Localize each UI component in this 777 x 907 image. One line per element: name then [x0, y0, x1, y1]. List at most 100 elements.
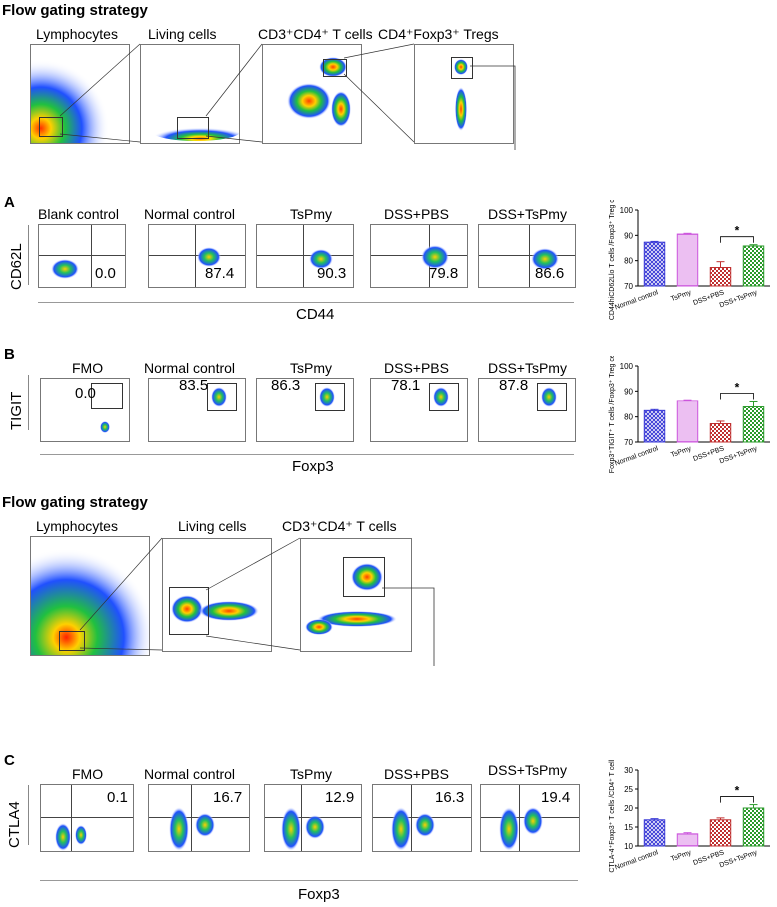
quadrant-line [41, 817, 133, 818]
density-cloud [171, 595, 259, 623]
significance-bracket [720, 796, 754, 803]
gate-box [537, 383, 567, 411]
axis-rule [28, 785, 29, 845]
panel-a-x-marker: CD44 [296, 306, 335, 323]
gate-box [343, 557, 385, 597]
quadrant-value: 19.4 [541, 789, 571, 806]
bar [643, 409, 666, 443]
panel-a-col-3-title: TsPmy [290, 206, 332, 222]
panel-c-plot-5: 19.4 [480, 784, 580, 852]
quadrant-line [303, 225, 304, 287]
category-label: TsPmy [670, 289, 693, 303]
panel-a-label: A [4, 194, 15, 211]
density-cloud [31, 537, 149, 655]
gate-box [59, 631, 85, 651]
quadrant-line [149, 255, 245, 256]
section2-title: Flow gating strategy [2, 494, 148, 511]
bar [709, 267, 732, 287]
significance-bracket [720, 236, 754, 243]
quadrant-value: 0.1 [107, 789, 128, 806]
gating-plot-tregs [414, 44, 514, 144]
quadrant-line [519, 785, 520, 851]
bar [709, 819, 732, 847]
panel-b-label: B [4, 346, 15, 363]
bar [709, 423, 732, 443]
section1-title: Flow gating strategy [2, 2, 148, 19]
panel-c-col-1-title: FMO [72, 766, 104, 782]
quadrant-line [191, 785, 192, 851]
y-tick-label: 15 [624, 823, 633, 832]
quadrant-value: 87.8 [499, 378, 529, 394]
panel-a-plot-1: 0.0 [38, 224, 126, 288]
y-tick-label: 90 [624, 387, 633, 396]
axis-rule [38, 302, 574, 303]
y-tick-label: 100 [620, 362, 634, 371]
category-label: DSS+TsPmy [719, 289, 759, 309]
quadrant-line [411, 785, 412, 851]
gate-box [315, 383, 345, 411]
density-cloud [433, 387, 449, 407]
panel-a-col-2-title: Normal control [144, 206, 236, 222]
bar [676, 233, 699, 287]
quadrant-line [195, 225, 196, 287]
panel-c-label: C [4, 752, 15, 769]
category-label: DSS+TsPmy [719, 849, 759, 869]
panel-b-plot-3: 86.3 [256, 378, 354, 442]
y-tick-label: 25 [624, 785, 633, 794]
quadrant-line [301, 785, 302, 851]
density-cloud [211, 387, 227, 407]
bar [742, 406, 765, 443]
density-cloud [281, 807, 325, 851]
panel-a-y-marker: CD62L [8, 243, 25, 290]
panel-b-col-3-title: TsPmy [290, 360, 332, 376]
quadrant-line [91, 225, 92, 287]
panel-b-plot-4: 78.1 [370, 378, 468, 442]
panel-c-plot-4: 16.3 [372, 784, 472, 852]
gating-plot-lymphocytes [30, 44, 130, 144]
panel-c-plot-2: 16.7 [148, 784, 250, 852]
density-cloud [391, 807, 435, 851]
bar-chart-b: 70 80 90 100 Foxp3⁺TIGIT⁺ T cells /Foxp3⁺ Tr… [609, 356, 770, 473]
panel-c-x-marker: Foxp3 [298, 886, 340, 903]
gate-box [429, 383, 459, 411]
y-axis-label: CTLA-4⁺Foxp3⁺ T cells /CD4⁺ T cells (%) [609, 760, 616, 873]
gating-plot-cd3-cd4 [262, 44, 362, 144]
panel-b-plot-2: 83.5 [148, 378, 246, 442]
panel-a-plot-4: 79.8 [370, 224, 468, 288]
axis-rule [40, 454, 574, 455]
density-cloud [319, 387, 335, 407]
bar-chart-a: 70 80 90 100 CD44hiCD62Llo T cells /Foxp3⁺ T… [609, 200, 770, 320]
panel-c-y-marker: CTLA4 [6, 801, 23, 848]
y-tick-label: 80 [624, 413, 633, 422]
bar-chart-c: 10 15 20 25 30 CTLA-4⁺Foxp3⁺ T cells /CD4⁺ T … [609, 760, 770, 873]
panel-a-plot-2: 87.4 [148, 224, 246, 288]
panel-c-plot-1: 0.1 [40, 784, 134, 852]
bar [676, 833, 699, 847]
gate-label-tregs: CD4⁺Foxp3⁺ Tregs [378, 26, 499, 42]
panel-a-plot-3: 90.3 [256, 224, 354, 288]
gating-connector-lines [59, 43, 516, 150]
panel-c-plot-3: 12.9 [264, 784, 362, 852]
panel-b-col-1-title: FMO [72, 360, 104, 376]
density-cloud [51, 259, 79, 279]
category-label: TsPmy [670, 849, 693, 863]
gate-label-living-cells: Living cells [148, 26, 217, 42]
quadrant-value: 79.8 [429, 265, 459, 282]
panel-b-x-marker: Foxp3 [292, 458, 334, 475]
panel-a-plot-5: 86.6 [478, 224, 576, 288]
y-tick-label: 10 [624, 842, 633, 851]
gate-box [169, 587, 209, 635]
y-tick-label: 100 [620, 206, 634, 215]
quadrant-line [479, 255, 575, 256]
axis-rule [28, 225, 29, 285]
y-tick-label: 70 [624, 438, 633, 447]
density-cloud [499, 807, 543, 851]
panel-b-plot-1: 0.0 [40, 378, 130, 442]
quadrant-value: 16.3 [435, 789, 465, 806]
density-cloud [541, 387, 557, 407]
gate-box [323, 59, 347, 77]
density-cloud [169, 807, 215, 851]
y-axis-label: CD44hiCD62Llo T cells /Foxp3⁺ Treg cells… [609, 200, 616, 320]
panel-c-col-5-title: DSS+TsPmy [488, 762, 567, 778]
category-label: Normal control [614, 849, 660, 871]
